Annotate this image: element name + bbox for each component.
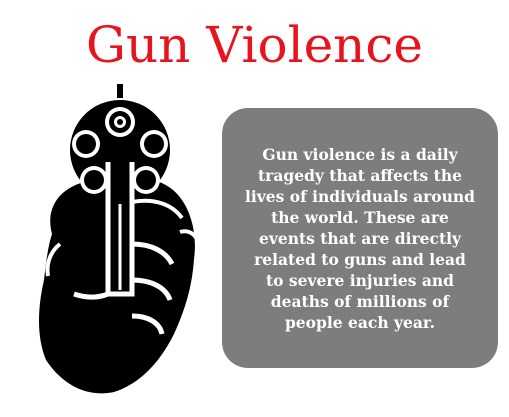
revolver-in-hand-icon [34, 84, 204, 399]
info-box: Gun violence is a daily tragedy that aff… [222, 108, 498, 368]
page-title: Gun Violence [86, 16, 423, 74]
info-text: Gun violence is a daily tragedy that aff… [244, 144, 476, 332]
